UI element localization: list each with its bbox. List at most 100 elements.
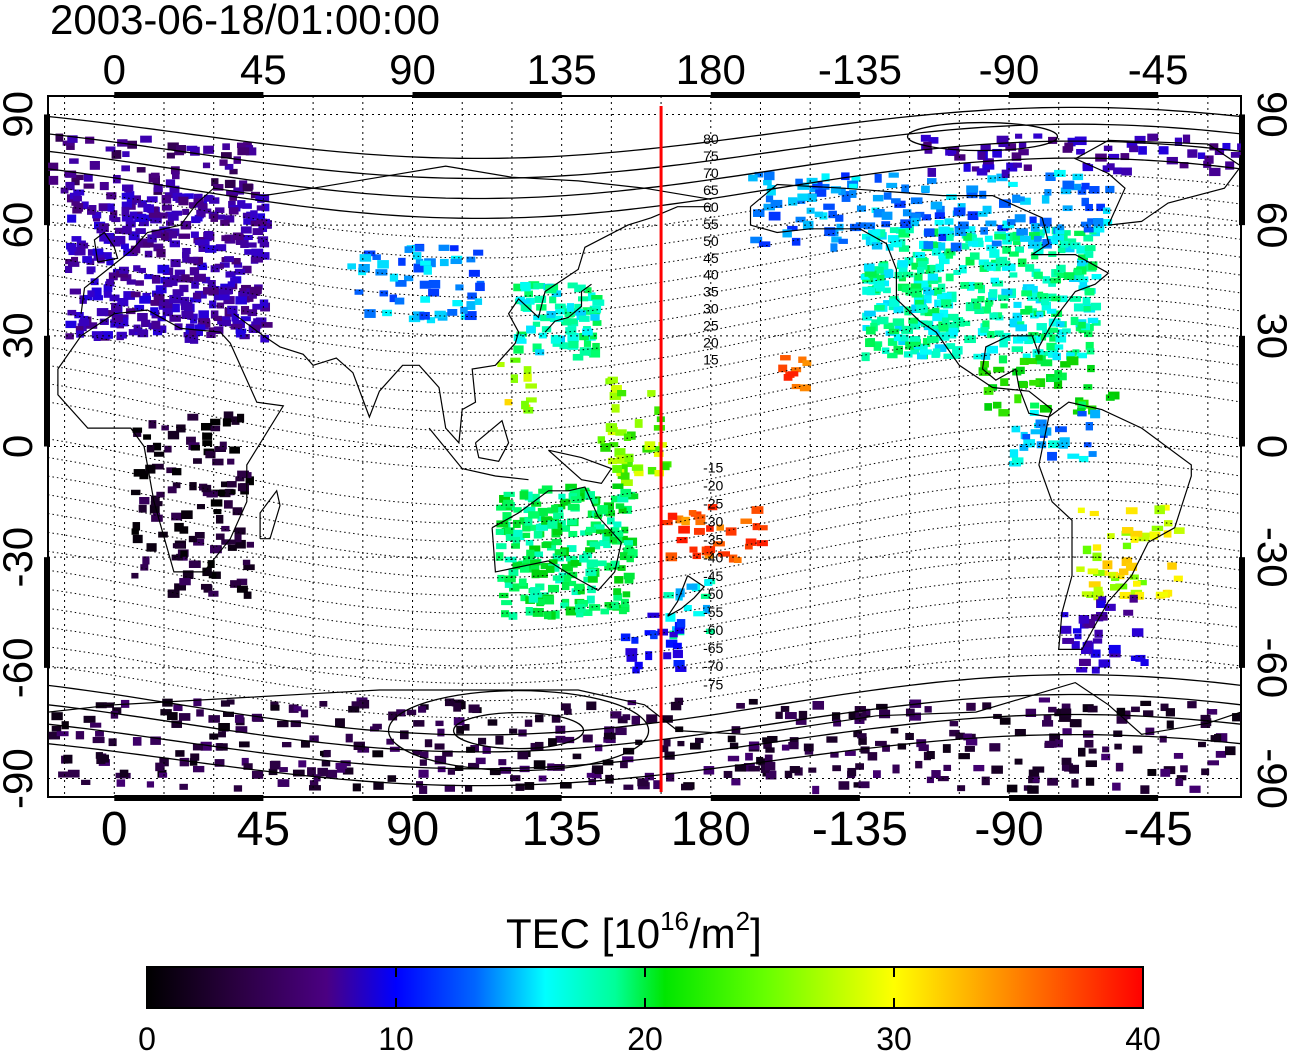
tec-cell — [583, 339, 592, 347]
tec-cell — [1077, 186, 1087, 195]
tec-cell — [651, 446, 663, 452]
tec-cell — [1081, 591, 1093, 597]
tec-cell — [809, 185, 822, 193]
tec-cell — [1022, 353, 1031, 361]
tec-cell — [1074, 230, 1086, 237]
tec-cell — [123, 291, 135, 300]
tec-cell — [1147, 768, 1157, 776]
tec-cell — [803, 743, 814, 752]
tec-cell — [915, 760, 923, 769]
tec-cell — [167, 142, 179, 151]
tec-cell — [583, 576, 592, 583]
tec-cell — [887, 352, 898, 359]
tec-cell — [175, 750, 185, 757]
tec-cell — [579, 347, 591, 356]
tec-cell — [115, 235, 126, 245]
tec-cell — [901, 285, 910, 293]
tec-cell — [194, 324, 206, 331]
tec-cell — [257, 213, 266, 220]
tec-cell — [519, 765, 530, 773]
tec-cell — [412, 311, 425, 321]
tec-cell — [788, 742, 799, 750]
tec-cell — [823, 203, 835, 210]
tec-cell — [501, 600, 513, 606]
tec-cell — [1130, 536, 1139, 543]
tec-cell — [1060, 187, 1072, 195]
tec-cell — [577, 599, 589, 607]
tec-cell — [259, 241, 270, 248]
frame-bar-bottom — [710, 795, 860, 801]
tec-cell — [873, 770, 881, 779]
tec-cell — [613, 588, 622, 596]
tec-cell — [549, 296, 557, 304]
tec-cell — [209, 197, 220, 204]
tec-cell — [1080, 221, 1092, 227]
tec-cell — [923, 287, 932, 295]
tec-cell — [473, 249, 484, 256]
tec-cell — [582, 734, 593, 743]
tec-cell — [538, 332, 547, 339]
tec-cell — [1048, 706, 1057, 713]
tec-cell — [240, 306, 250, 315]
tec-cell — [1160, 703, 1169, 712]
tec-cell — [261, 322, 273, 328]
tec-cell — [513, 507, 522, 513]
tec-cell — [619, 552, 628, 561]
tec-cell — [981, 776, 990, 786]
tec-cell — [91, 287, 102, 297]
tec-cell — [245, 147, 257, 156]
tec-cell — [179, 783, 188, 790]
tec-cell — [122, 225, 132, 235]
frame-bar-top — [710, 92, 860, 98]
tec-cell — [860, 746, 870, 754]
tec-cell — [203, 230, 213, 239]
tec-cell — [565, 606, 578, 616]
tec-cell — [200, 320, 211, 328]
tec-cell — [564, 708, 572, 715]
tec-cell — [934, 212, 945, 219]
tec-cell — [693, 527, 705, 535]
tec-cell — [61, 721, 69, 730]
tec-cell — [934, 344, 947, 352]
tec-cell — [193, 273, 206, 282]
tec-cell — [932, 313, 944, 322]
tec-cell — [950, 242, 962, 252]
tec-cell — [235, 330, 246, 338]
tec-cell — [110, 319, 119, 328]
tec-cell — [819, 212, 828, 220]
tec-cell — [937, 294, 946, 300]
tec-cell — [261, 203, 270, 212]
tec-cell — [151, 274, 161, 284]
tec-cell — [219, 489, 231, 498]
tec-cell — [91, 331, 104, 339]
tec-cell — [1014, 214, 1026, 223]
left-lat-tick-label: 30 — [0, 312, 41, 359]
tec-cell — [351, 701, 362, 707]
contour-line — [48, 243, 1241, 318]
tec-cell — [538, 775, 547, 782]
tec-cell — [123, 248, 132, 257]
tec-cell — [902, 209, 912, 217]
contour-line — [48, 480, 1241, 561]
tec-cell — [140, 135, 152, 143]
tec-cell — [532, 321, 541, 327]
tec-cell — [612, 530, 624, 537]
tec-cell — [245, 476, 254, 486]
tec-cell — [938, 332, 950, 341]
tec-cell — [791, 237, 801, 246]
tec-cell — [634, 419, 643, 428]
tec-cell — [916, 352, 927, 360]
tec-cell — [914, 272, 923, 281]
tec-cell — [1070, 316, 1079, 326]
map-title: 2003-06-18/01:00:00 — [50, 0, 440, 43]
tec-cell — [979, 370, 991, 376]
tec-cell — [847, 767, 857, 777]
tec-cell — [982, 158, 994, 166]
tec-cell — [181, 221, 191, 227]
tec-cell — [736, 702, 745, 709]
tec-cell — [130, 489, 141, 496]
tec-cell — [1082, 297, 1091, 306]
tec-cell — [549, 559, 558, 565]
tec-cell — [591, 770, 602, 779]
contour-label: 15 — [703, 352, 719, 368]
